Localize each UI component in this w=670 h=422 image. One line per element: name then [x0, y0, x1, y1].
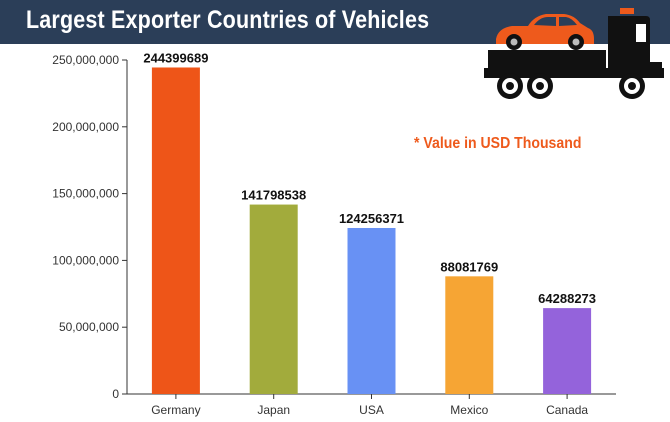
data-label: 141798538	[241, 188, 306, 203]
bar-japan	[249, 204, 298, 394]
bar-mexico	[445, 276, 494, 394]
y-tick-label: 100,000,000	[52, 253, 119, 267]
x-tick-label: USA	[359, 403, 384, 417]
y-tick-label: 0	[112, 387, 119, 401]
y-tick-label: 150,000,000	[52, 187, 119, 201]
x-tick-label: Japan	[257, 403, 290, 417]
x-tick-label: Germany	[151, 403, 200, 417]
data-label: 88081769	[440, 259, 498, 274]
tow-truck-icon	[484, 6, 666, 106]
y-tick-label: 50,000,000	[59, 320, 119, 334]
unit-note: * Value in USD Thousand	[414, 135, 582, 152]
page-title: Largest Exporter Countries of Vehicles	[26, 6, 430, 34]
bar-germany	[151, 67, 200, 394]
y-tick-label: 200,000,000	[52, 120, 119, 134]
data-label: 124256371	[339, 211, 404, 226]
x-tick-label: Canada	[546, 403, 588, 417]
y-tick-label: 250,000,000	[52, 53, 119, 67]
bar-usa	[347, 227, 396, 394]
bar-canada	[543, 308, 592, 394]
data-label: 64288273	[538, 291, 596, 306]
data-label: 244399689	[143, 50, 208, 65]
x-tick-label: Mexico	[450, 403, 488, 417]
